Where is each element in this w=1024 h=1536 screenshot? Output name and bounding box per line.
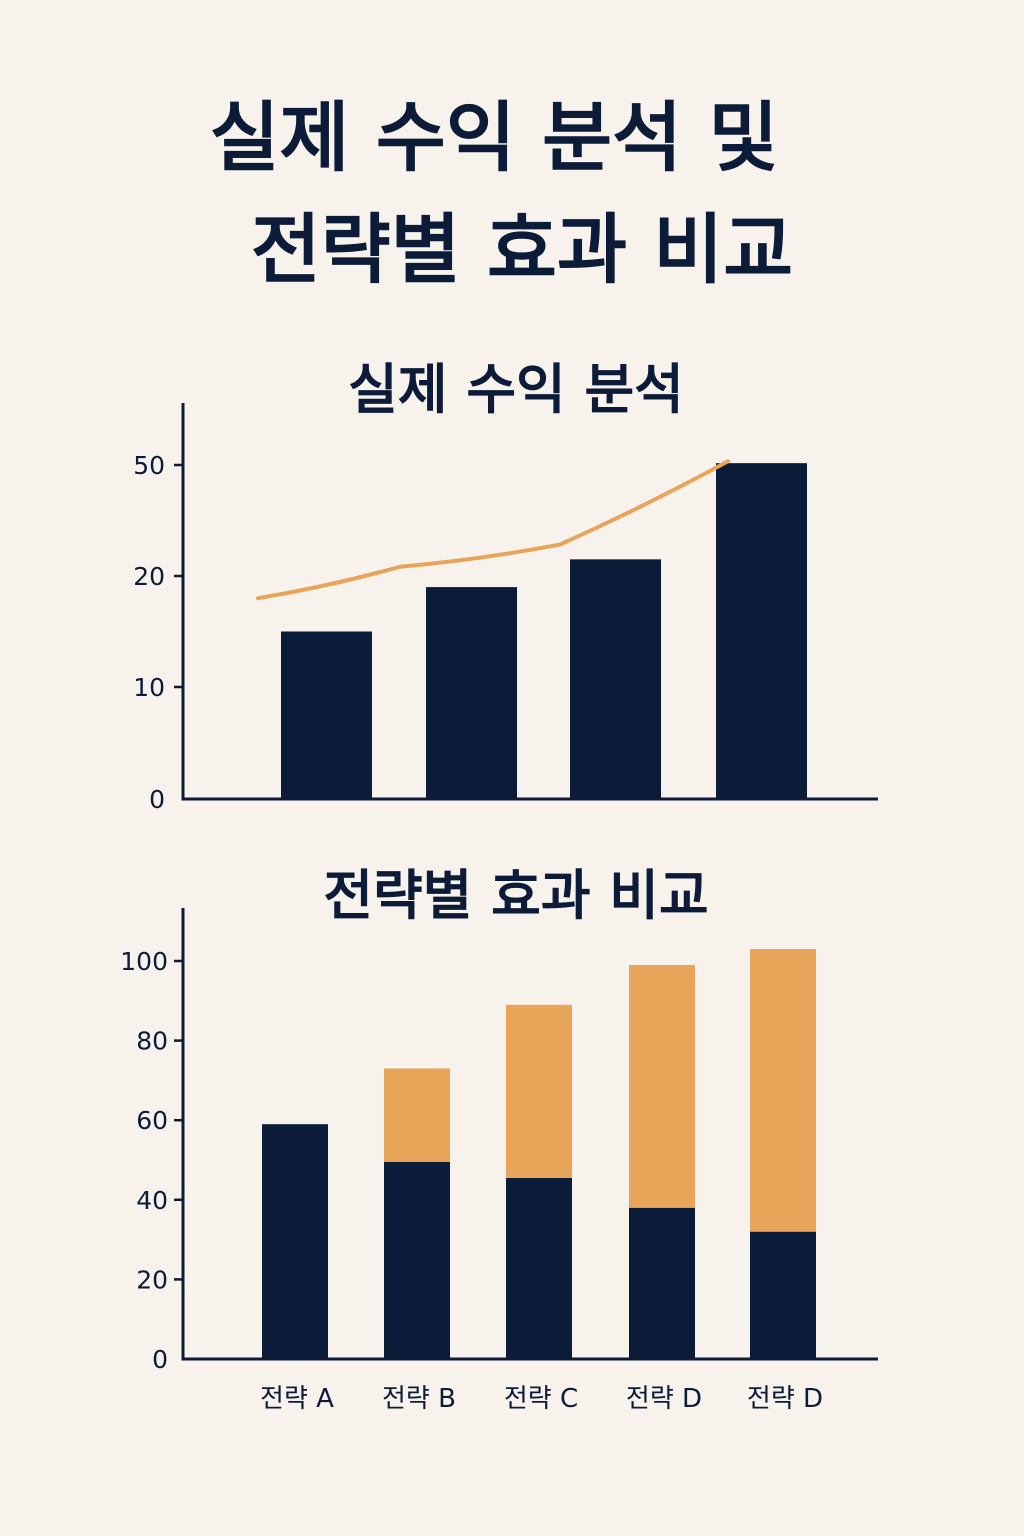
chart-1-y-tick-label: 0 bbox=[149, 785, 165, 814]
chart-2-x-tick-label: 전략 D bbox=[747, 1384, 823, 1414]
main-title-line-1: 실제 수익 분석 및 bbox=[209, 93, 779, 182]
chart-1-title: 실제 수익 분석 bbox=[348, 358, 684, 421]
chart-2-bar-lower bbox=[629, 1207, 695, 1359]
chart-2-y-tick-label: 80 bbox=[136, 1027, 168, 1056]
chart-2-title: 전략별 효과 비교 bbox=[323, 864, 709, 927]
chart-2-bar-upper bbox=[384, 1068, 450, 1162]
main-title-line-2: 전략별 효과 비교 bbox=[250, 205, 794, 294]
chart-2-bar-upper bbox=[629, 964, 695, 1208]
chart-1-trend-line bbox=[256, 459, 730, 601]
chart-1-y-tick-label: 20 bbox=[133, 562, 165, 591]
chart-2-x-tick-label: 전략 A bbox=[260, 1384, 334, 1414]
chart-1-bar bbox=[426, 587, 517, 799]
chart-2-y-tick-label: 0 bbox=[152, 1345, 168, 1374]
chart-2-y-tick-label: 40 bbox=[136, 1186, 168, 1215]
chart-1-y-tick-label: 50 bbox=[133, 451, 165, 480]
chart-2-bar-lower bbox=[384, 1161, 450, 1359]
chart-2-bar-lower bbox=[262, 1124, 328, 1359]
chart-2-x-tick-label: 전략 B bbox=[382, 1384, 456, 1414]
chart-2-bar-lower bbox=[506, 1177, 572, 1359]
chart-2-bar-upper bbox=[750, 949, 816, 1232]
chart-1-bar bbox=[716, 463, 807, 799]
chart-1-bar bbox=[570, 559, 661, 799]
chart-2-bar-lower bbox=[750, 1231, 816, 1359]
chart-2-bar-upper bbox=[506, 1004, 572, 1178]
chart-2-y-tick-label: 20 bbox=[136, 1265, 168, 1294]
chart-2-y-tick-label: 100 bbox=[120, 947, 168, 976]
chart-2-x-tick-label: 전략 C bbox=[504, 1384, 578, 1414]
chart-1-y-tick-label: 10 bbox=[133, 673, 165, 702]
chart-2-x-tick-label: 전략 D bbox=[626, 1384, 702, 1414]
chart-2-y-tick-label: 60 bbox=[136, 1106, 168, 1135]
chart-1-bar bbox=[281, 631, 372, 799]
